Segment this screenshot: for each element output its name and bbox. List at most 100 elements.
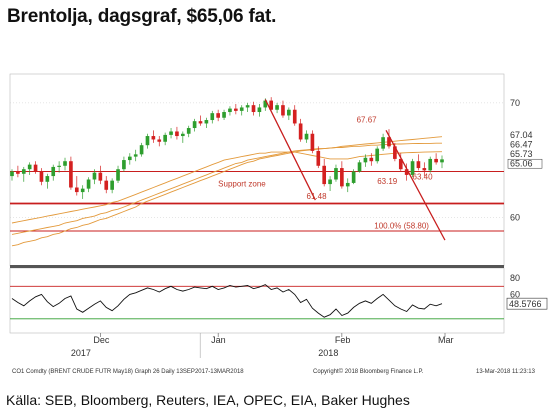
fib-target-label: 100.0% (58.80): [374, 222, 429, 231]
support-zone-label: Support zone: [218, 179, 266, 188]
main-grid: [10, 102, 504, 218]
candle-body-20: [127, 156, 132, 161]
candle-body-33: [204, 120, 209, 124]
candle-body-63: [381, 137, 385, 149]
candle-body-61: [369, 157, 374, 162]
osc-last-value: 48.5766: [509, 299, 542, 309]
candle-body-62: [375, 148, 380, 162]
candle-body-50: [304, 133, 309, 140]
candlesticks: [10, 97, 444, 199]
candle-body-34: [210, 113, 215, 121]
footer-left: CO1 Comdty (BRENT CRUDE FUTR May18) Grap…: [12, 369, 244, 375]
candle-body-36: [222, 112, 226, 118]
candle-body-44: [269, 100, 274, 110]
trend-line-1: [264, 99, 316, 201]
candle-body-54: [328, 179, 332, 185]
candle-body-32: [198, 121, 203, 124]
candle-body-69: [416, 161, 421, 169]
osc-plot-frame: [9, 267, 505, 334]
candle-body-27: [169, 131, 173, 135]
candle-body-19: [122, 160, 126, 170]
candle-body-26: [163, 134, 167, 142]
candle-body-37: [228, 108, 232, 113]
right-label-box-3: [507, 158, 543, 169]
page-title: Brentolja, dagsgraf, $65,06 fat.: [7, 6, 277, 27]
candle-body-10: [69, 161, 73, 188]
candle-body-5: [39, 171, 44, 182]
main-plot-frame: [9, 73, 505, 267]
candle-body-49: [298, 123, 303, 140]
candle-body-13: [86, 179, 91, 189]
candle-body-21: [133, 154, 138, 157]
candle-body-45: [275, 105, 279, 110]
candle-body-56: [340, 168, 344, 187]
osc-y-tick-80: 80: [510, 273, 520, 283]
candle-body-2: [21, 169, 26, 174]
candle-body-40: [245, 105, 250, 108]
candle-body-39: [239, 107, 244, 111]
candle-body-51: [310, 133, 315, 151]
candle-body-55: [334, 168, 338, 180]
source-text: Källa: SEB, Bloomberg, Reuters, IEA, OPE…: [6, 392, 410, 408]
candle-body-66: [398, 158, 403, 170]
right-label-box-0: [508, 130, 542, 140]
candle-body-48: [292, 109, 297, 124]
footer-right: 13-Mar-2018 11:23:13: [476, 369, 536, 375]
brent-chart: Support zone 67.67 63.19 63.40 61.48 100.0% (…: [9, 73, 548, 375]
candle-body-38: [234, 108, 238, 111]
candle-body-1: [16, 171, 20, 174]
osc-overbought-fill: [12, 284, 442, 287]
candle-body-43: [263, 100, 268, 108]
candle-body-17: [110, 180, 114, 190]
candle-body-71: [428, 158, 433, 171]
right-label-0: 67.04: [510, 130, 533, 140]
osc-y-tick-60: 60: [510, 289, 520, 299]
candle-body-58: [351, 171, 356, 183]
trend-line-2: [385, 130, 446, 241]
right-label-3: 65.06: [510, 159, 533, 169]
horizontal-levels: [10, 171, 504, 232]
x-axis: Dec Jan Feb Mar 2017 2018: [71, 333, 454, 358]
candle-body-3: [27, 164, 32, 170]
x-year-2017: 2017: [71, 348, 91, 358]
ma-line-2: [11, 142, 442, 235]
candle-body-12: [80, 188, 85, 193]
right-label-2: 65.73: [510, 149, 533, 159]
candle-body-11: [74, 187, 79, 193]
candle-body-31: [192, 121, 197, 129]
x-tick-jan: Jan: [211, 335, 226, 345]
candle-body-65: [393, 146, 397, 159]
candle-body-41: [251, 105, 256, 113]
candle-body-60: [363, 157, 368, 163]
right-label-box-1: [508, 140, 542, 150]
candle-body-25: [157, 139, 162, 142]
ma-line-3: [11, 151, 443, 224]
candle-body-0: [10, 171, 14, 177]
x-tick-feb: Feb: [335, 335, 351, 345]
right-label-box-2: [508, 149, 542, 159]
label-67-67: 67.67: [357, 115, 378, 124]
label-63-40: 63.40: [413, 173, 434, 182]
candle-body-67: [404, 169, 409, 175]
candle-body-14: [92, 172, 97, 180]
candle-body-8: [57, 165, 61, 167]
candle-body-59: [357, 162, 362, 172]
candle-body-24: [151, 136, 156, 140]
y-tick-70: 70: [510, 98, 520, 108]
candle-body-4: [33, 164, 38, 172]
label-61-48: 61.48: [307, 192, 328, 201]
candle-body-53: [322, 165, 327, 185]
main-y-axis: 60 70: [510, 98, 520, 222]
y-tick-60: 60: [510, 212, 520, 222]
candle-body-9: [63, 161, 67, 166]
candle-body-72: [434, 158, 438, 163]
osc-line: [11, 284, 443, 318]
label-63-19: 63.19: [377, 177, 398, 186]
x-tick-mar: Mar: [438, 335, 454, 345]
candle-body-42: [257, 107, 262, 113]
candle-body-22: [139, 145, 144, 155]
candle-body-52: [316, 150, 321, 166]
candle-body-57: [345, 182, 350, 187]
candle-body-47: [287, 109, 291, 116]
